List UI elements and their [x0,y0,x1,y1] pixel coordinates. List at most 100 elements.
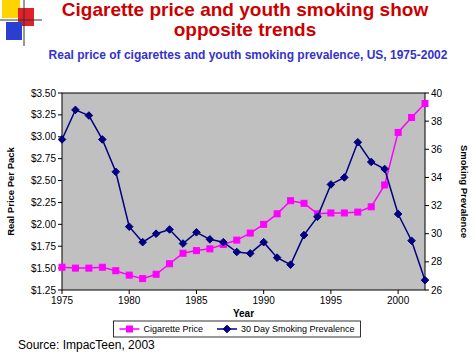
y-tick-label: $2.25 [31,197,56,208]
legend-label: Cigarette Price [143,324,203,334]
data-point [99,264,105,270]
data-point [58,136,66,144]
series-line [62,110,425,280]
data-point [59,264,65,270]
x-tick-label: 1995 [320,295,343,306]
data-point [287,261,295,269]
data-point [395,129,401,135]
data-point [234,237,240,243]
x-tick-label: 2000 [387,295,410,306]
y-tick-label: $3.00 [31,131,56,142]
x-tick-label: 1980 [118,295,141,306]
data-point [153,271,159,277]
y-tick-label: $1.50 [31,263,56,274]
data-point [113,268,119,274]
data-point [166,226,174,234]
data-point [300,231,308,239]
x-tick [129,290,130,294]
data-point [85,112,93,120]
legend-box [113,321,360,337]
decoration [24,0,25,46]
data-point [72,265,78,271]
data-point [247,230,253,236]
y2-tick-label: 28 [431,256,443,267]
data-point [72,106,80,114]
y-tick [58,290,62,291]
y2-tick [425,177,429,178]
data-point [355,209,361,215]
y2-tick-label: 38 [431,116,443,127]
data-point [193,248,199,254]
data-point [179,240,187,248]
data-point [382,182,388,188]
y2-tick [425,233,429,234]
data-point [139,238,147,246]
y-tick [58,158,62,159]
x-axis-title: Year [233,308,254,319]
data-point [193,229,201,237]
data-point [126,272,132,278]
y-tick-label: $2.50 [31,175,56,186]
data-point [273,254,281,262]
data-point [274,211,280,217]
data-point [422,101,428,107]
y-tick-label: $3.50 [31,88,56,99]
data-point [409,115,415,121]
data-layer [58,101,429,284]
data-point [301,200,307,206]
y-axis-title: Real Price Per Pack [5,146,16,235]
x-tick [62,290,63,294]
data-point [341,210,347,216]
data-point [341,174,349,182]
data-point [327,181,335,189]
source: Source: ImpacTeen, 2003 [18,338,155,352]
data-point [206,236,214,244]
y2-tick [425,261,429,262]
decoration [0,20,42,21]
legend-marker [126,326,132,332]
data-point [180,250,186,256]
y2-tick-label: 32 [431,200,443,211]
data-point [354,138,362,146]
y-tick [58,114,62,115]
y-tick [58,93,62,94]
x-tick [263,290,264,294]
data-point [207,246,213,252]
data-point [314,213,322,221]
data-point [260,238,268,246]
data-point [261,221,267,227]
legend: Cigarette Price30 Day Smoking Prevalence [113,321,360,337]
y-tick-label: $2.00 [31,219,56,230]
data-point [86,265,92,271]
y2-tick-label: 34 [431,172,443,183]
y2-tick-label: 40 [431,88,443,99]
y-tick [58,180,62,181]
y2-tick [425,121,429,122]
plot-area [62,93,425,290]
legend-marker [223,325,231,333]
y2-tick [425,93,429,94]
x-tick-label: 1985 [185,295,208,306]
y-tick-label: $1.25 [31,285,56,296]
y2-tick [425,290,429,291]
x-tick-label: 1975 [51,295,74,306]
data-point [328,210,334,216]
subtitle: Real price of cigarettes and youth smoki… [38,42,458,68]
x-tick [330,290,331,294]
data-point [381,165,389,173]
y-tick-label: $3.25 [31,109,56,120]
decoration [6,22,22,40]
x-tick [398,290,399,294]
data-point [368,204,374,210]
title: Cigarette price and youth smoking show o… [40,0,450,40]
y2-tick-label: 30 [431,228,443,239]
data-point [112,168,120,176]
data-point [140,276,146,282]
y2-axis-title: Smoking Prevalence [459,145,470,238]
y2-tick-label: 26 [431,285,443,296]
data-point [408,237,416,245]
data-point [167,261,173,267]
y-tick [58,246,62,247]
y2-tick [425,149,429,150]
data-point [421,276,429,284]
